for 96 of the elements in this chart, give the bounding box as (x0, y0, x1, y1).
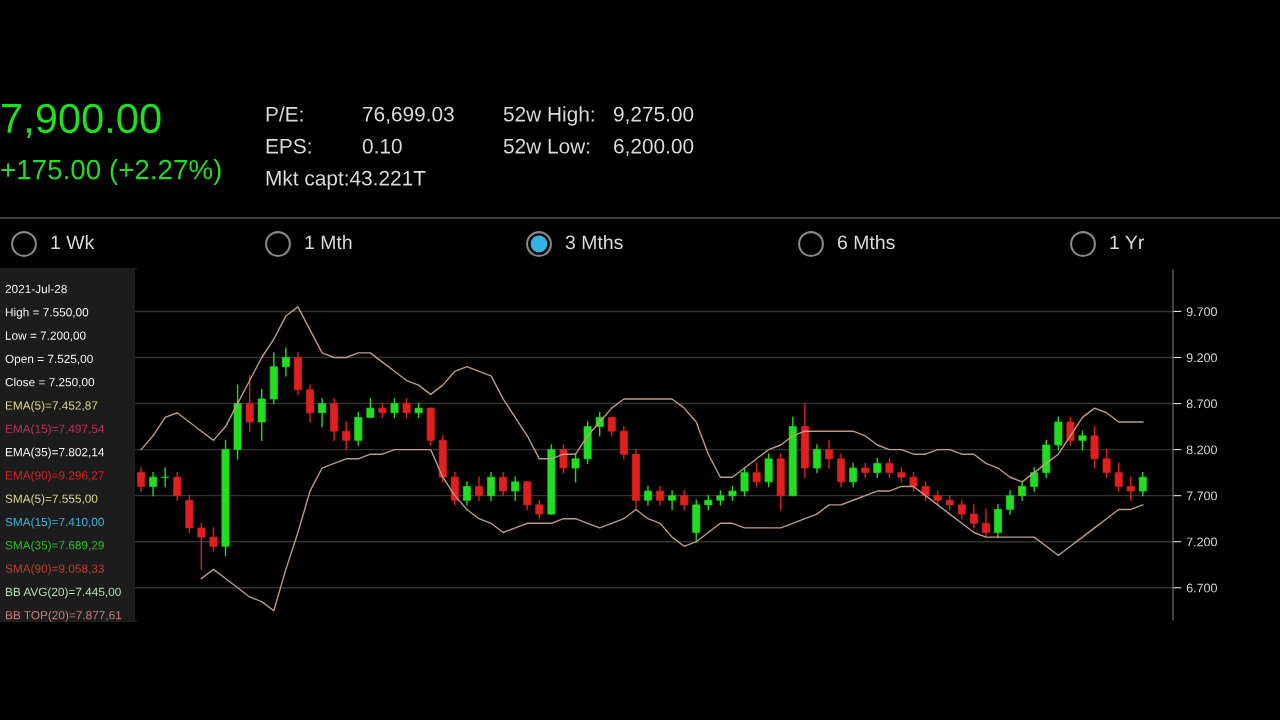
text: EMA(15)=7.497,54 (5, 424, 105, 436)
text: 2021-Jul-28 (5, 284, 67, 294)
candlestick (607, 416, 616, 437)
candlestick (257, 389, 266, 442)
candlestick (173, 471, 182, 501)
candlestick (1030, 467, 1039, 492)
text: 76,699.03 (363, 106, 454, 125)
candlestick (873, 458, 882, 478)
candlestick (209, 527, 218, 552)
text: EPS: (266, 138, 311, 154)
text: Open = 7.525,00 (5, 354, 93, 366)
candlestick (450, 471, 459, 506)
y-tick-label: 9.200 (1186, 353, 1217, 363)
candlestick (1102, 448, 1111, 478)
candlestick (318, 398, 327, 428)
text: Close = 7.250,00 (5, 377, 95, 388)
candlestick (245, 375, 254, 432)
candlestick (656, 485, 665, 506)
candlestick (149, 471, 158, 497)
y-tick-label: 9.700 (1186, 307, 1217, 317)
candlestick (462, 481, 471, 506)
text: Low = 7.200,00 (5, 331, 86, 342)
candlestick (619, 425, 628, 460)
candlestick (1138, 471, 1147, 497)
candlestick (1018, 481, 1027, 501)
text: 3 Mths (565, 234, 623, 250)
text: EMA(5)=7.452,87 (5, 401, 98, 412)
candlestick (390, 398, 399, 419)
candlestick (969, 504, 978, 529)
candlestick (535, 499, 544, 520)
candlestick (354, 412, 363, 446)
candlestick (1006, 490, 1015, 515)
candlestick (1054, 416, 1063, 451)
text: SMA(35)=7.689,29 (5, 540, 104, 552)
candlestick (680, 490, 689, 511)
text: EMA(35)=7.802,14 (5, 447, 105, 459)
text: 7,900.00 (2, 103, 161, 139)
candlestick (475, 476, 483, 501)
y-tick-label: 8.200 (1186, 445, 1217, 455)
candlestick (957, 499, 966, 520)
text: 52w Low: (503, 138, 590, 154)
text: 1 Wk (51, 234, 95, 250)
candlestick (849, 462, 858, 488)
text: 52w High: (503, 106, 594, 126)
candlestick (643, 485, 652, 506)
candlestick (885, 458, 894, 478)
candlestick (487, 471, 496, 501)
y-tick-label: 7.700 (1186, 491, 1217, 501)
text: EMA(90)=9.296,27 (5, 470, 104, 482)
candlestick (740, 467, 749, 497)
candlestick (825, 439, 833, 469)
text: SMA(15)=7.410,00 (5, 517, 104, 529)
line-series (200, 448, 1144, 612)
text: +175.00 (+2.27%) (1, 159, 221, 185)
text: 6 Mths (837, 234, 895, 250)
text: SMA(5)=7.555,00 (5, 494, 98, 506)
candlestick (197, 522, 206, 571)
y-tick-label: 8.700 (1186, 399, 1217, 409)
text: SMA(90)=9.058,33 (5, 564, 104, 576)
candlestick (402, 398, 411, 419)
candlestick (1126, 476, 1135, 501)
candlestick (764, 453, 773, 488)
candlestick (909, 471, 918, 492)
candlestick (1078, 430, 1087, 451)
y-tick-label: 6.700 (1186, 583, 1217, 593)
text: 1 Yr (1110, 235, 1144, 250)
candlestick (994, 504, 1002, 538)
candlestick (366, 398, 375, 419)
text: 1 Mth (305, 234, 352, 250)
candlestick (137, 467, 146, 492)
candlestick (921, 481, 930, 501)
text: BB TOP(20)=7.877,61 (5, 610, 122, 622)
text: 0.10 (362, 138, 402, 154)
text: P/E: (266, 106, 303, 122)
candlestick (281, 347, 290, 377)
candlestick (511, 476, 520, 501)
candlestick (306, 384, 314, 423)
text: 9,275.00 (613, 106, 694, 125)
candlestick (981, 508, 990, 538)
text: Mkt capt:43.221T (266, 170, 426, 190)
candlestick (752, 462, 761, 488)
candlestick (523, 481, 532, 511)
candlestick (559, 444, 568, 474)
candlestick (1114, 462, 1123, 492)
text: 6,200.00 (614, 138, 694, 157)
candlestick (499, 471, 508, 497)
candlestick (837, 453, 846, 488)
text: High = 7.550,00 (5, 307, 89, 319)
candlestick (571, 453, 580, 483)
candlestick (1090, 425, 1099, 469)
candlestick (812, 444, 821, 474)
candlestick (342, 421, 351, 451)
text: BB AVG(20)=7.445,00 (5, 587, 121, 599)
candlestick (668, 490, 677, 511)
y-tick-label: 7.200 (1186, 537, 1217, 547)
candlestick (161, 467, 170, 488)
